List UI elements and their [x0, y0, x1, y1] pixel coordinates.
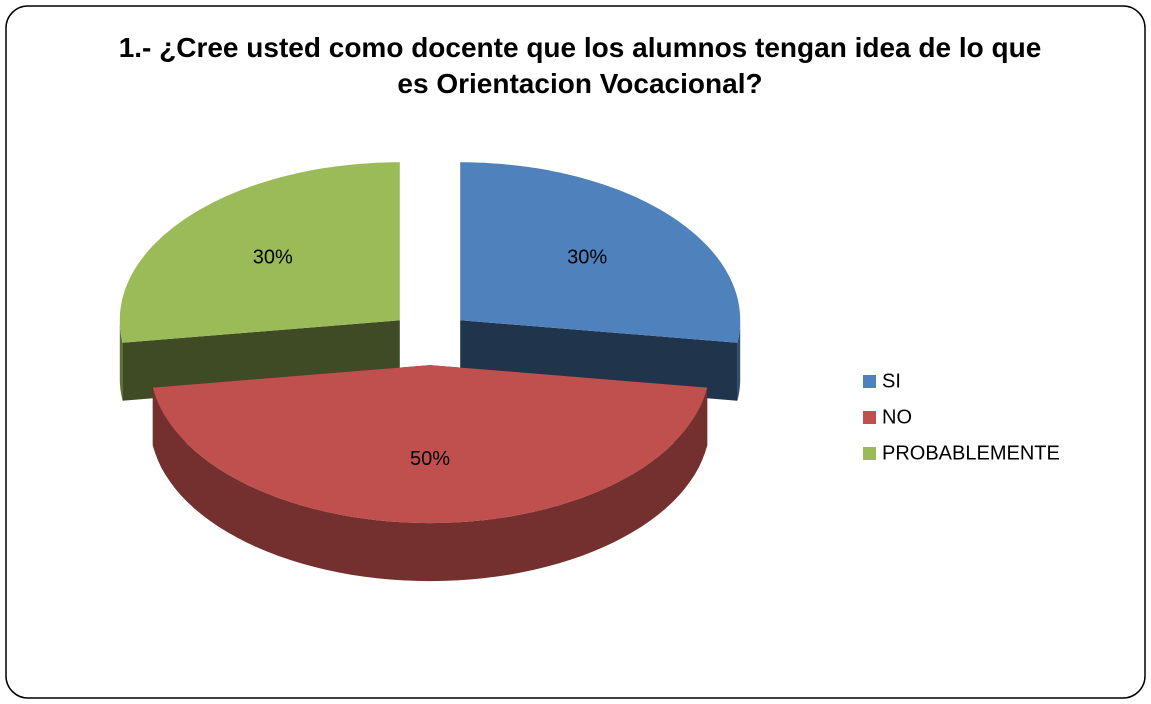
legend-label: PROBABLEMENTE — [882, 442, 1060, 464]
data-label: 30% — [567, 246, 607, 268]
slice-wall — [152, 387, 708, 582]
legend-swatch — [863, 447, 876, 460]
data-label: 30% — [253, 246, 293, 268]
legend-label: NO — [882, 406, 912, 428]
data-label: 50% — [410, 448, 450, 470]
slice-wall — [737, 320, 741, 401]
slice — [460, 162, 741, 343]
legend-swatch — [863, 375, 876, 388]
legend-label: SI — [882, 370, 901, 392]
chart-title: 1.- ¿Cree usted como docente que los alu… — [118, 32, 1042, 99]
slice-wall — [119, 320, 123, 401]
legend-swatch — [863, 411, 876, 424]
slice — [152, 365, 708, 524]
slice — [119, 162, 400, 343]
